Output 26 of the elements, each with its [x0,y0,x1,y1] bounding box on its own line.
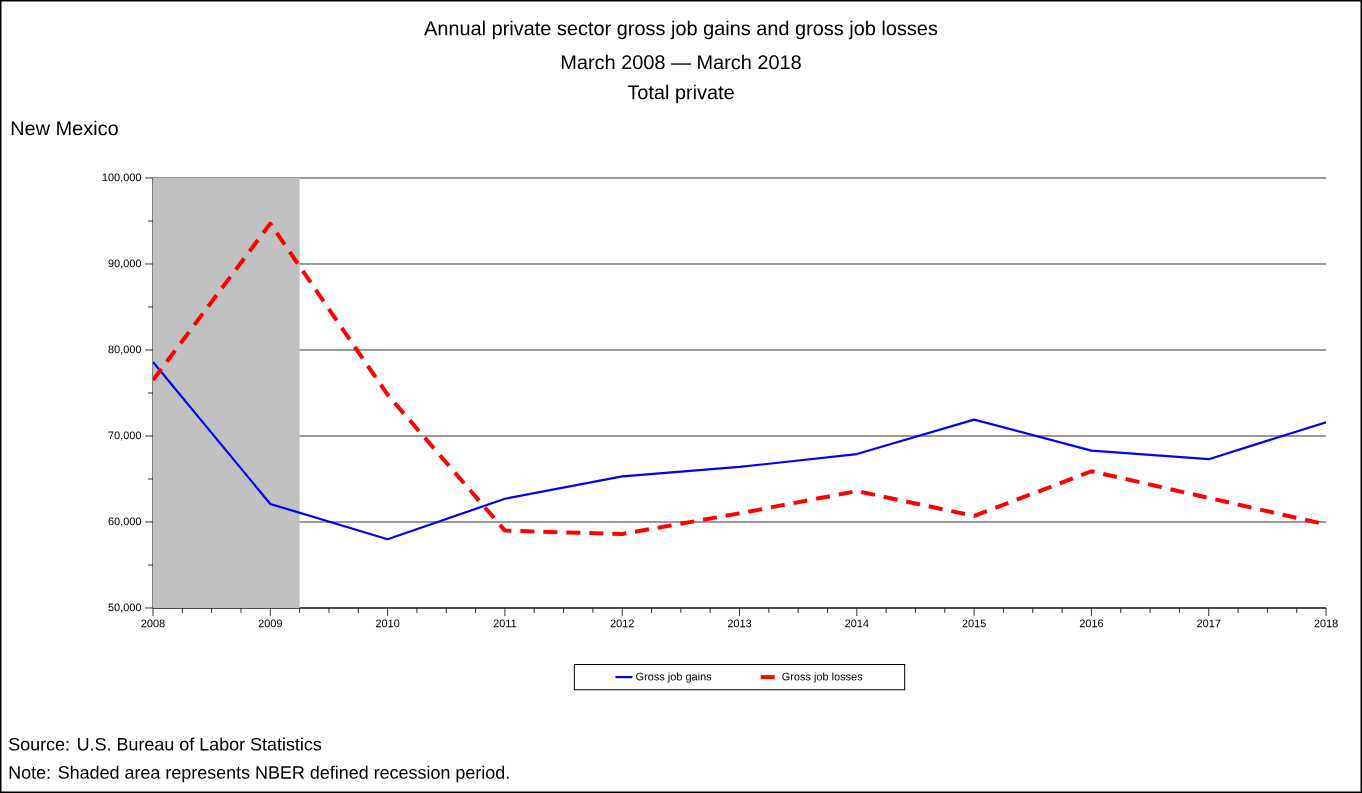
x-tick-label: 2012 [610,619,634,628]
x-tick-label: 2015 [962,619,986,628]
legend-label: Gross job losses [782,672,863,683]
y-tick-label: 60,000 [108,517,142,527]
x-tick-label: 2017 [1197,619,1221,628]
y-tick-label: 70,000 [108,431,142,441]
x-tick-label: 2011 [493,619,517,628]
y-tick-label: 80,000 [108,345,142,355]
chart-subtitle: March 2008 — March 2018 [561,54,801,70]
source-note: Source: U.S. Bureau of Labor Statistics [9,737,322,751]
x-tick-label: 2018 [1314,619,1338,628]
x-tick-label: 2009 [258,619,282,628]
x-tick-label: 2010 [375,619,400,628]
line-series [153,360,1327,541]
x-tick-label: 2013 [727,619,752,628]
text: Total private [627,84,734,104]
y-tick-label: 90,000 [108,259,142,269]
y-tick-label: 100,000 [102,173,142,183]
y-tick-label: 50,000 [108,603,142,613]
x-tick-label: 2016 [1079,619,1104,628]
x-tick-label: 2014 [845,619,869,628]
legend-label: Gross job gains [636,672,712,683]
chart-title: Annual private sector gross job gains and gross job losses [424,20,938,40]
text: Note: Shaded area represents NBER defined recession period. [9,765,509,783]
text: New Mexico [11,120,118,136]
x-tick-label: 2008 [141,619,165,628]
